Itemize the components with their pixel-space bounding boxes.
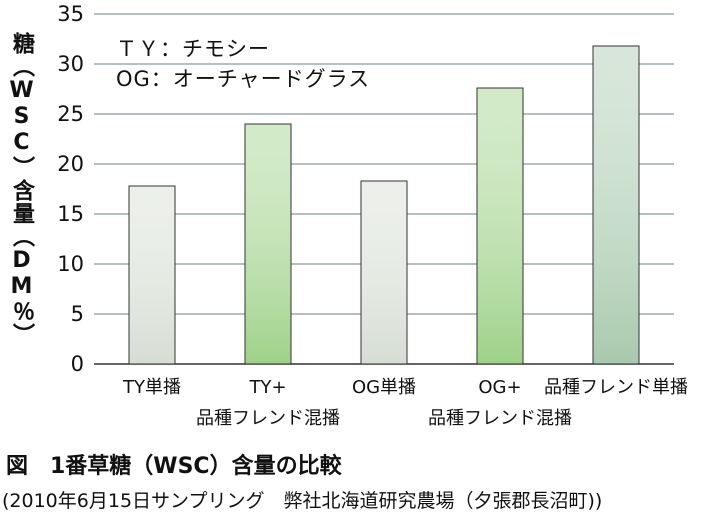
x-tick-label: 品種フレンド混播	[196, 408, 340, 429]
y-tick-label: 25	[57, 102, 84, 126]
bar-shading	[244, 123, 292, 365]
bar-shading	[476, 87, 524, 365]
bar-shading	[592, 45, 640, 365]
y-tick-label: 15	[57, 202, 84, 226]
y-tick-label: 30	[57, 52, 84, 76]
x-tick-label: OG+	[478, 377, 521, 398]
legend: ＴＹ：チモシー OG：オーチャードグラス	[116, 34, 370, 94]
y-axis-label: 糖（WSC）含量（DM％）	[9, 32, 34, 346]
legend-entry-og: OG：オーチャードグラス	[116, 67, 371, 91]
x-tick-label: 品種フレンド単播	[544, 377, 688, 398]
y-tick-label: 5	[71, 302, 84, 326]
bars	[128, 45, 640, 365]
figure-caption: 図 1番草糖（WSC）含量の比較	[6, 454, 342, 479]
source-note: (2010年6月15日サンプリング 弊社北海道研究農場（夕張郡長沼町))	[2, 490, 603, 512]
bar-shading	[128, 185, 176, 365]
bar-shading	[360, 180, 408, 365]
y-tick-label: 20	[57, 152, 84, 176]
gridlines	[94, 13, 674, 365]
x-axis-labels: TY単播 TY+ 品種フレンド混播 OG単播 OG+ 品種フレンド混播 品種フレンド単播	[122, 377, 688, 429]
legend-entry-ty: ＴＹ：チモシー	[116, 37, 270, 61]
x-tick-label: TY+	[248, 377, 286, 398]
y-tick-label: 35	[57, 2, 84, 26]
bar-chart: 0 5 10 15 20 25 30 35 TY単播 TY+ 品種フレンド混播 OG単播 OG+ 品種フ…	[57, 2, 688, 429]
y-tick-label: 10	[57, 252, 84, 276]
x-tick-label: OG単播	[352, 377, 416, 398]
y-tick-label: 0	[71, 352, 84, 376]
x-tick-label: TY単播	[122, 377, 181, 398]
y-axis-ticks: 0 5 10 15 20 25 30 35	[57, 2, 84, 376]
x-tick-label: 品種フレンド混播	[428, 408, 572, 429]
